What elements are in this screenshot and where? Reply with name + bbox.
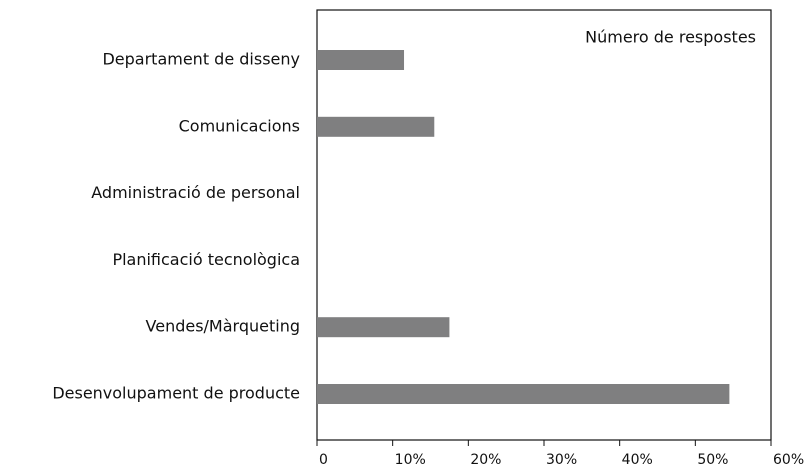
bar bbox=[317, 116, 435, 137]
x-tick-label: 20% bbox=[470, 452, 501, 467]
y-tick-label: Administració de personal bbox=[91, 183, 300, 202]
bar bbox=[317, 317, 450, 338]
bar bbox=[317, 384, 730, 404]
y-tick-label: Departament de disseny bbox=[102, 50, 300, 69]
x-tick-label: 40% bbox=[622, 452, 653, 467]
y-tick-label: Desenvolupament de producte bbox=[52, 384, 300, 403]
plot-frame bbox=[316, 9, 772, 441]
x-tick-label: 10% bbox=[395, 452, 426, 467]
y-tick-label: Planificació tecnològica bbox=[112, 250, 300, 269]
x-tick-label: 50% bbox=[697, 452, 728, 467]
x-tick-label: 60% bbox=[773, 452, 804, 467]
bar bbox=[317, 50, 405, 70]
legend-label: Número de respostes bbox=[585, 28, 756, 47]
y-tick-label: Vendes/Màrqueting bbox=[146, 317, 300, 336]
x-tick-label: 0 bbox=[319, 452, 328, 467]
x-tick-label: 30% bbox=[546, 452, 577, 467]
y-tick-label: Comunicacions bbox=[179, 116, 300, 135]
